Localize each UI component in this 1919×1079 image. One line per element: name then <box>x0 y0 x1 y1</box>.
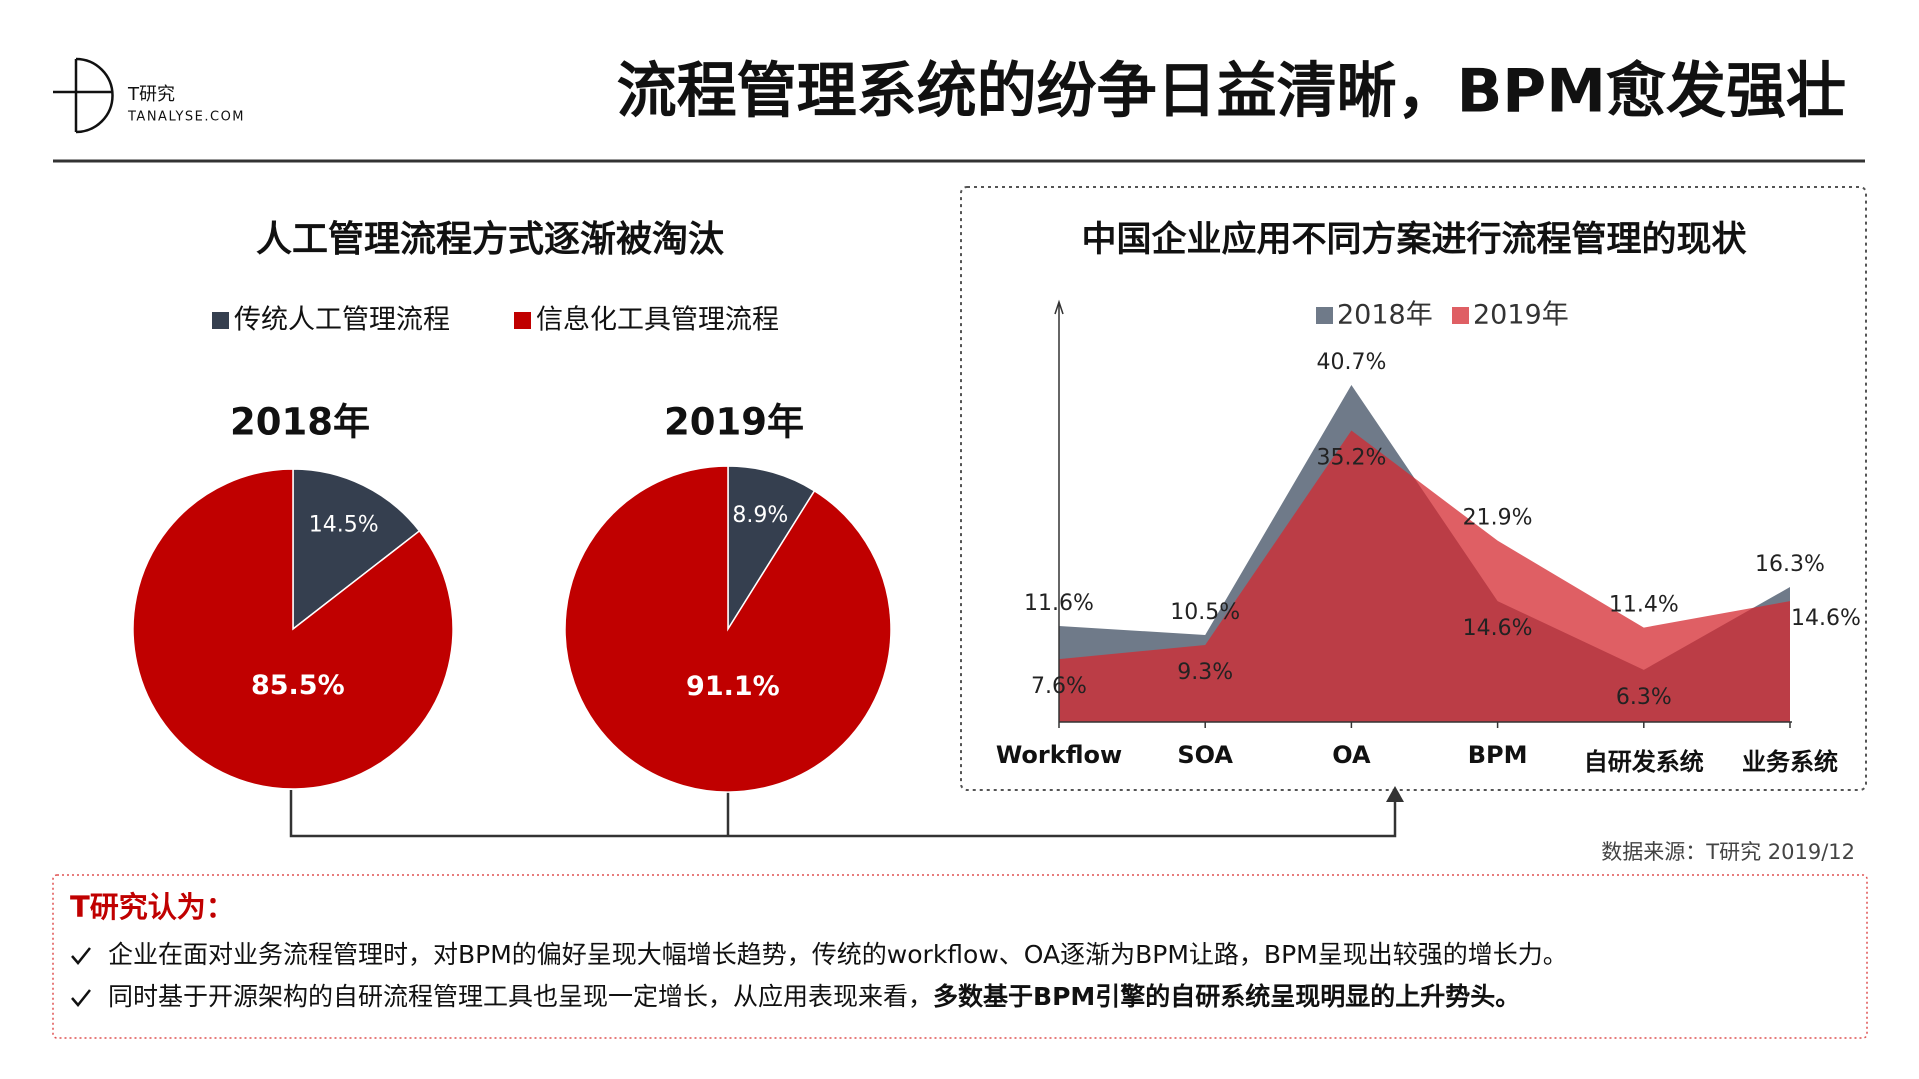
legend-swatch <box>1316 307 1333 324</box>
slice-label: 14.5% <box>309 513 379 538</box>
page-title: 流程管理系统的纷争日益清晰，BPM愈发强壮 <box>617 57 1846 127</box>
pie-slice <box>292 468 421 631</box>
y-axis-arrow <box>1054 299 1064 315</box>
value-label: 14.6% <box>1791 606 1861 631</box>
legend-label: 2018年 <box>1337 300 1433 331</box>
legend-swatch <box>212 312 229 329</box>
value-label: 14.6% <box>1463 616 1533 641</box>
legend-label: 信息化工具管理流程 <box>536 305 779 336</box>
logo-name: T研究 <box>127 84 175 105</box>
value-label: 16.3% <box>1755 552 1825 577</box>
x-tick-label: SOA <box>1177 741 1233 769</box>
conclusion-point: 同时基于开源架构的自研流程管理工具也呈现一定增长，从应用表现来看，多数基于BPM… <box>108 982 1520 1011</box>
conclusion-point: 企业在面对业务流程管理时，对BPM的偏好呈现大幅增长趋势，传统的workflow… <box>108 940 1568 969</box>
legend-label: 传统人工管理流程 <box>234 305 450 336</box>
x-tick-label: OA <box>1332 741 1371 769</box>
pie-title: 2018年 <box>230 401 370 444</box>
legend-label: 2019年 <box>1473 300 1569 331</box>
pie-slice <box>564 465 892 793</box>
value-label: 40.7% <box>1316 350 1386 375</box>
pie-slice <box>727 465 816 632</box>
logo <box>53 57 114 134</box>
connector-arrow <box>1386 786 1404 802</box>
point-text-bold: 多数基于BPM引擎的自研系统呈现明显的上升势头。 <box>933 982 1520 1011</box>
legend-swatch <box>514 312 531 329</box>
right-panel <box>960 186 1867 791</box>
left-title: 人工管理流程方式逐渐被淘汰 <box>256 219 724 260</box>
slice-label: 8.9% <box>732 503 788 528</box>
check-icon <box>71 947 91 965</box>
x-tick-label: 自研发系统 <box>1584 748 1704 776</box>
x-tick-label: BPM <box>1468 741 1528 769</box>
slice-label: 91.1% <box>686 671 780 702</box>
x-tick-label: 业务系统 <box>1742 748 1838 776</box>
value-label: 11.6% <box>1024 591 1094 616</box>
chart-title: 中国企业应用不同方案进行流程管理的现状 <box>1081 219 1747 260</box>
point-text: 同时基于开源架构的自研流程管理工具也呈现一定增长，从应用表现来看， <box>108 982 933 1011</box>
pie-slice <box>132 468 454 790</box>
area <box>1059 430 1790 722</box>
slice-label: 85.5% <box>251 670 345 701</box>
conclusion-box <box>52 874 1868 1039</box>
value-label: 9.3% <box>1177 660 1233 685</box>
x-tick-label: Workflow <box>996 741 1122 769</box>
value-label: 35.2% <box>1316 446 1386 471</box>
value-label: 11.4% <box>1609 593 1679 618</box>
source: 数据来源：T研究 2019/12 <box>1601 840 1855 864</box>
value-label: 21.9% <box>1463 506 1533 531</box>
conclusion-heading: T研究认为： <box>70 890 235 924</box>
pie-title: 2019年 <box>664 401 804 444</box>
value-label: 10.5% <box>1170 600 1240 625</box>
check-icon <box>71 989 91 1007</box>
value-label: 6.3% <box>1616 685 1672 710</box>
point-text: 企业在面对业务流程管理时，对BPM的偏好呈现大幅增长趋势，传统的workflow… <box>108 940 1568 969</box>
legend-swatch <box>1452 307 1469 324</box>
logo-site: TANALYSE.COM <box>127 110 245 125</box>
value-label: 7.6% <box>1031 674 1087 699</box>
connector <box>289 790 1397 838</box>
